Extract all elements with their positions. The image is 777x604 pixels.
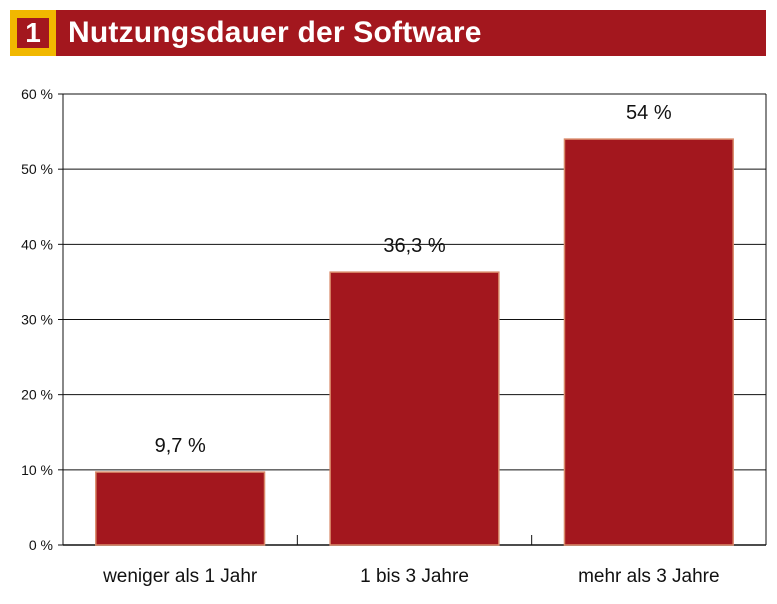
data-label: 36,3 % — [383, 235, 445, 257]
chart-header: 1 Nutzungsdauer der Software — [10, 10, 766, 56]
y-tick-label: 20 % — [21, 387, 53, 403]
y-tick-label: 30 % — [21, 312, 53, 328]
x-category-label: mehr als 3 Jahre — [578, 566, 720, 587]
x-category-label: 1 bis 3 Jahre — [360, 566, 469, 587]
y-tick-label: 0 % — [29, 537, 53, 553]
y-tick-label: 60 % — [21, 86, 53, 102]
data-label: 54 % — [626, 102, 672, 124]
bar — [329, 271, 500, 546]
y-tick-label: 40 % — [21, 236, 53, 252]
x-category-label: weniger als 1 Jahr — [102, 566, 258, 587]
title-bar: Nutzungsdauer der Software — [56, 10, 766, 56]
y-tick-label: 50 % — [21, 161, 53, 177]
bar — [563, 138, 734, 546]
bar — [95, 471, 266, 546]
chart-title: Nutzungsdauer der Software — [68, 16, 482, 49]
figure-number-badge: 1 — [10, 10, 56, 56]
data-label: 9,7 % — [155, 435, 206, 457]
figure-number: 1 — [17, 18, 49, 48]
y-tick-label: 10 % — [21, 462, 53, 478]
